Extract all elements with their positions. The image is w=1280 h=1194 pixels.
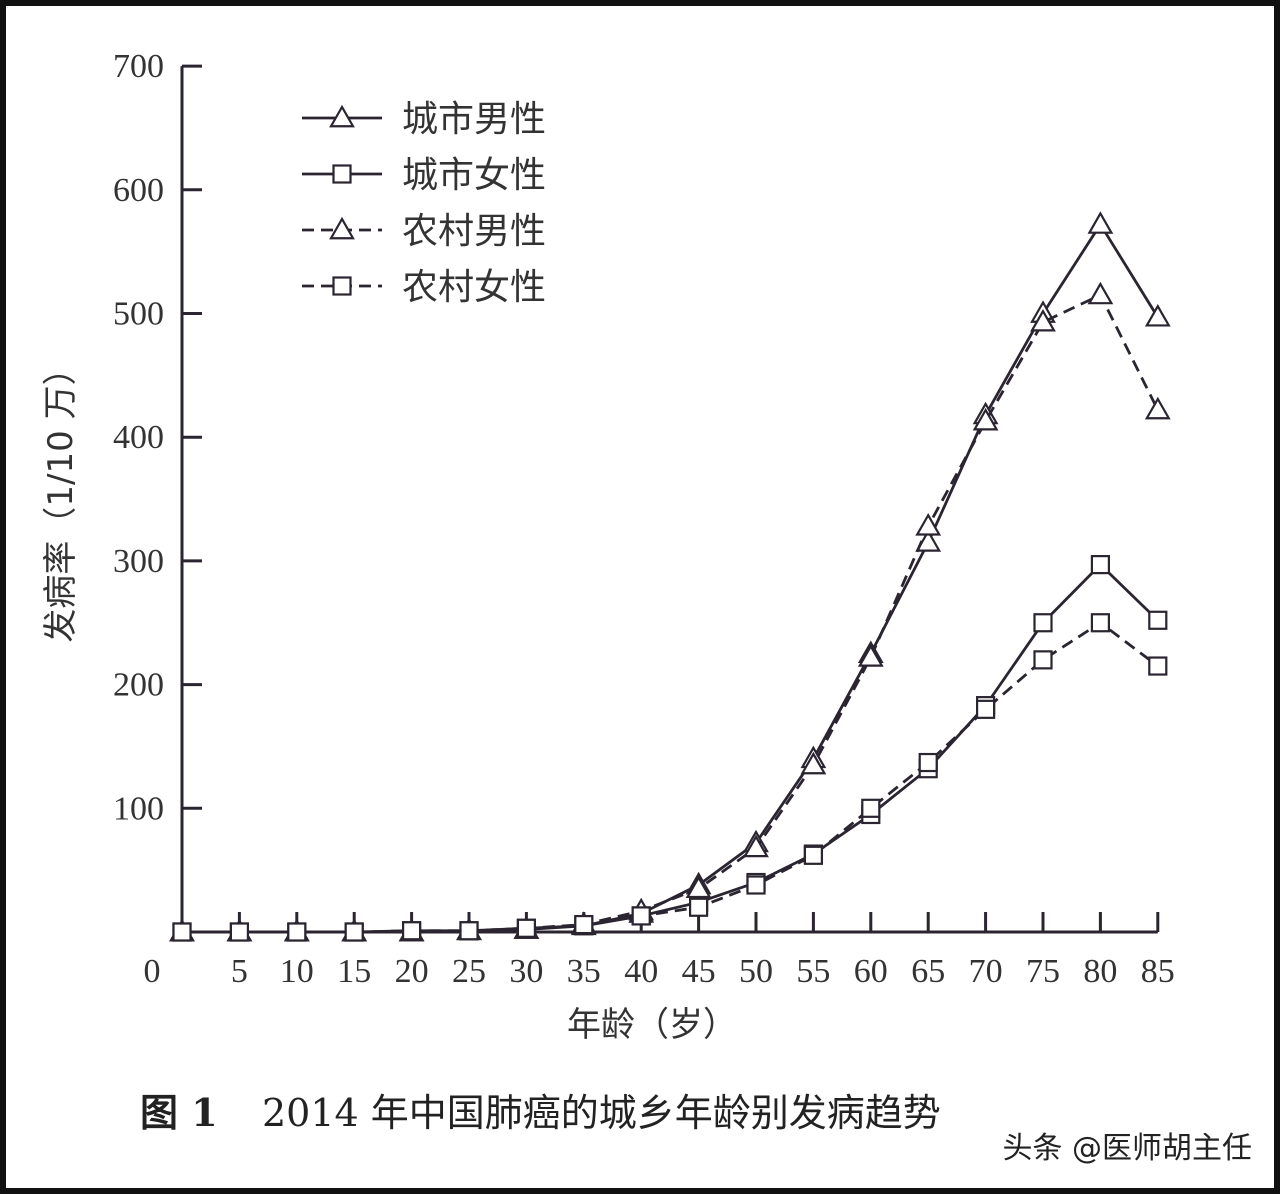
data-point [1148, 656, 1168, 676]
x-tick-label: 50 [739, 953, 773, 990]
x-tick-label: 30 [509, 953, 543, 990]
legend-label: 城市男性 [402, 99, 546, 140]
data-point [685, 875, 712, 899]
x-tick-label: 15 [337, 953, 371, 990]
data-point [1148, 610, 1168, 630]
data-point [229, 922, 249, 942]
data-point [857, 644, 884, 667]
series-group [169, 211, 1171, 942]
data-point [915, 513, 942, 536]
watermark: 头条 @医师胡主任 [1002, 1131, 1252, 1166]
data-point [574, 914, 594, 935]
data-point [918, 752, 938, 773]
legend-item: 农村男性 [302, 211, 546, 252]
data-point [1030, 308, 1056, 332]
data-point [1033, 650, 1053, 670]
legend-label: 农村男性 [402, 211, 546, 252]
data-point [1087, 281, 1114, 305]
x-tick-label: 45 [682, 953, 716, 990]
data-point [746, 875, 766, 895]
series-line [182, 293, 1160, 934]
data-point [1144, 303, 1171, 327]
legend-item: 城市男性 [302, 99, 546, 140]
y-tick-label: 100 [113, 790, 164, 827]
y-tick-label: 400 [113, 419, 164, 456]
data-point [402, 921, 422, 941]
x-axis-label: 年龄（岁） [567, 1005, 737, 1045]
legend-label: 农村女性 [402, 267, 546, 308]
data-point [459, 921, 479, 941]
x-tick-label: 75 [1026, 953, 1060, 990]
data-point [743, 834, 769, 858]
x-tick-label: 65 [911, 953, 945, 990]
series-4 [172, 613, 1168, 942]
series-line [182, 223, 1159, 934]
x-tick-label: 25 [452, 953, 486, 990]
data-point [1090, 613, 1111, 633]
tick-labels: 100 200 300 400 500 600 700 0 5 10 15 20 25 30 35 40 45 5… [113, 48, 1175, 990]
x-tick-label: 55 [796, 953, 830, 990]
data-point [516, 918, 537, 938]
data-point [1144, 396, 1171, 420]
data-point [688, 897, 709, 917]
data-point [344, 922, 364, 942]
data-point [861, 798, 881, 818]
x-tick-label: 80 [1083, 953, 1117, 990]
legend-item: 农村女性 [302, 267, 546, 308]
data-point [1033, 613, 1053, 633]
x-tick-label: 40 [624, 953, 658, 990]
data-point [631, 906, 651, 926]
data-point [800, 751, 827, 775]
y-tick-label: 200 [113, 667, 164, 704]
x-tick-label: 60 [854, 953, 888, 990]
data-point [915, 529, 942, 552]
series-2 [172, 555, 1168, 942]
y-axis-label: 发病率（1/10 万） [41, 351, 81, 642]
x-tick-label: 0 [144, 953, 161, 990]
chart-title: 2014 年中国肺癌的城乡年龄别发病趋势 [262, 1091, 941, 1135]
series-3 [169, 281, 1171, 942]
data-point [1090, 555, 1111, 575]
data-point [803, 845, 824, 865]
x-tick-label: 5 [231, 953, 248, 990]
x-tick-label: 85 [1141, 953, 1175, 990]
data-point [972, 407, 999, 431]
figure-number: 图 1 [140, 1090, 218, 1135]
series-line [182, 563, 1159, 934]
axes [180, 64, 1160, 934]
legend-label: 城市女性 [402, 155, 546, 196]
x-tick-label: 70 [969, 953, 1003, 990]
data-point [172, 922, 192, 942]
data-point [287, 922, 307, 942]
legend-item: 城市女性 [302, 155, 546, 196]
series-1 [169, 211, 1171, 942]
legend-marker [332, 164, 352, 184]
legend-marker [329, 216, 355, 240]
legend-marker [329, 104, 355, 128]
y-tick-label: 300 [113, 543, 164, 580]
data-point [1087, 211, 1114, 234]
y-tick-label: 500 [113, 296, 164, 333]
legend-marker [332, 276, 352, 296]
y-tick-label: 600 [113, 172, 164, 209]
data-point [975, 699, 996, 719]
x-tick-label: 20 [395, 953, 429, 990]
x-tick-label: 35 [567, 953, 601, 990]
y-tick-label: 700 [113, 48, 164, 85]
x-tick-label: 10 [280, 953, 314, 990]
